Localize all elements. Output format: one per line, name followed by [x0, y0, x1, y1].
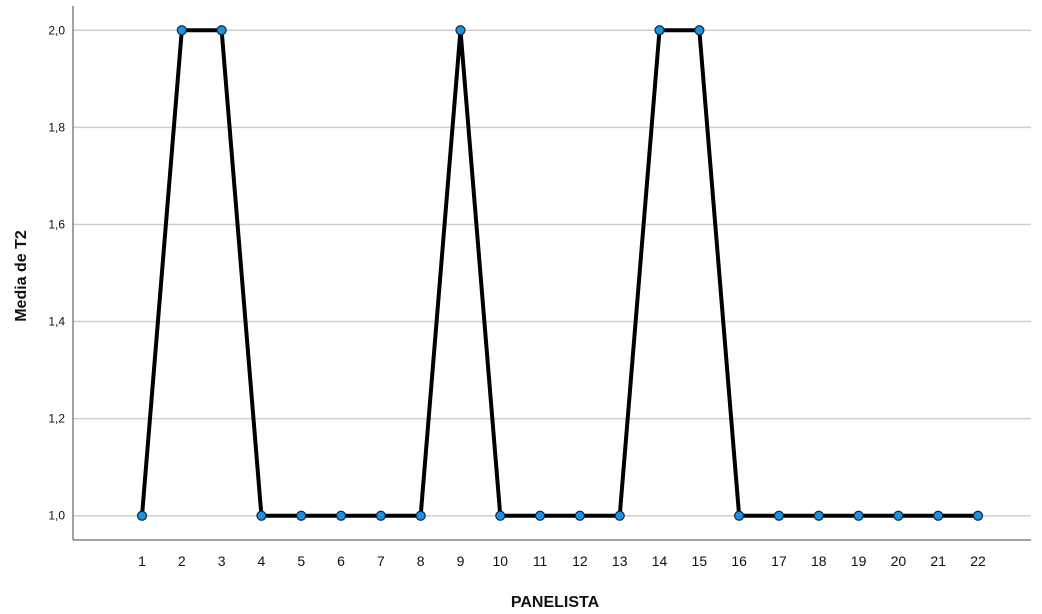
data-point-22: [972, 510, 984, 521]
data-point-20: [893, 510, 904, 521]
y-tick-label: 1,0: [48, 509, 65, 523]
data-point-19: [853, 510, 864, 521]
x-tick-label: 2: [178, 553, 186, 569]
series-line: [140, 28, 978, 518]
data-point-15: [694, 25, 705, 36]
x-tick-label: 8: [417, 553, 425, 569]
data-point-5: [296, 510, 307, 521]
x-tick-label: 6: [337, 553, 345, 569]
x-axis-title: PANELISTA: [511, 594, 600, 611]
data-point-8: [415, 510, 426, 521]
data-point-1: [136, 510, 148, 521]
marker-layer: [136, 25, 984, 521]
data-point-13: [614, 510, 625, 521]
x-tick-label: 12: [572, 553, 588, 569]
x-tick-label: 17: [771, 553, 787, 569]
series-layer: [140, 28, 978, 518]
data-point-6: [335, 510, 347, 521]
data-point-3: [216, 25, 227, 36]
data-point-2: [176, 25, 187, 36]
x-tick-label: 19: [851, 553, 867, 569]
x-tick-label: 1: [138, 553, 146, 569]
data-point-14: [654, 25, 665, 36]
data-point-11: [534, 510, 546, 521]
data-point-7: [375, 510, 386, 521]
data-point-21: [933, 510, 944, 521]
data-point-12: [574, 510, 586, 521]
y-tick-label: 2,0: [48, 23, 65, 37]
x-tick-label: 4: [258, 553, 266, 569]
y-tick-label: 1,2: [48, 412, 65, 426]
data-point-4: [256, 510, 267, 521]
y-tick-labels: 1,0 1,2 1,4 1,6 1,8 2,0: [48, 23, 65, 522]
data-point-9: [455, 25, 466, 36]
data-point-18: [813, 510, 824, 521]
x-tick-label: 20: [891, 553, 907, 569]
x-tick-labels: 1 2 3 4 5 6 7 8 9 10 11 12 13 14 15 16 17 18 19 20 21 22: [138, 553, 986, 569]
grid-layer: [73, 29, 1031, 517]
x-tick-label: 3: [218, 553, 226, 569]
x-tick-label: 11: [533, 553, 548, 569]
data-point-10: [495, 510, 506, 521]
x-tick-label: 16: [731, 553, 747, 569]
y-tick-label: 1,8: [48, 120, 65, 134]
x-tick-label: 7: [377, 553, 385, 569]
y-tick-label: 1,6: [48, 217, 65, 231]
x-tick-label: 22: [970, 553, 986, 569]
x-tick-label: 9: [457, 553, 465, 569]
x-tick-label: 5: [297, 553, 305, 569]
x-tick-label: 21: [930, 553, 946, 569]
x-tick-label: 10: [492, 553, 508, 569]
x-tick-label: 15: [692, 553, 708, 569]
y-tick-label: 1,4: [48, 315, 65, 329]
data-point-17: [773, 510, 785, 521]
x-tick-label: 14: [652, 553, 668, 569]
y-axis-title: Media de T2: [13, 230, 30, 322]
x-tick-label: 13: [612, 553, 628, 569]
axis-layer: [72, 6, 1031, 541]
x-tick-label: 18: [811, 553, 827, 569]
data-point-16: [734, 510, 745, 521]
